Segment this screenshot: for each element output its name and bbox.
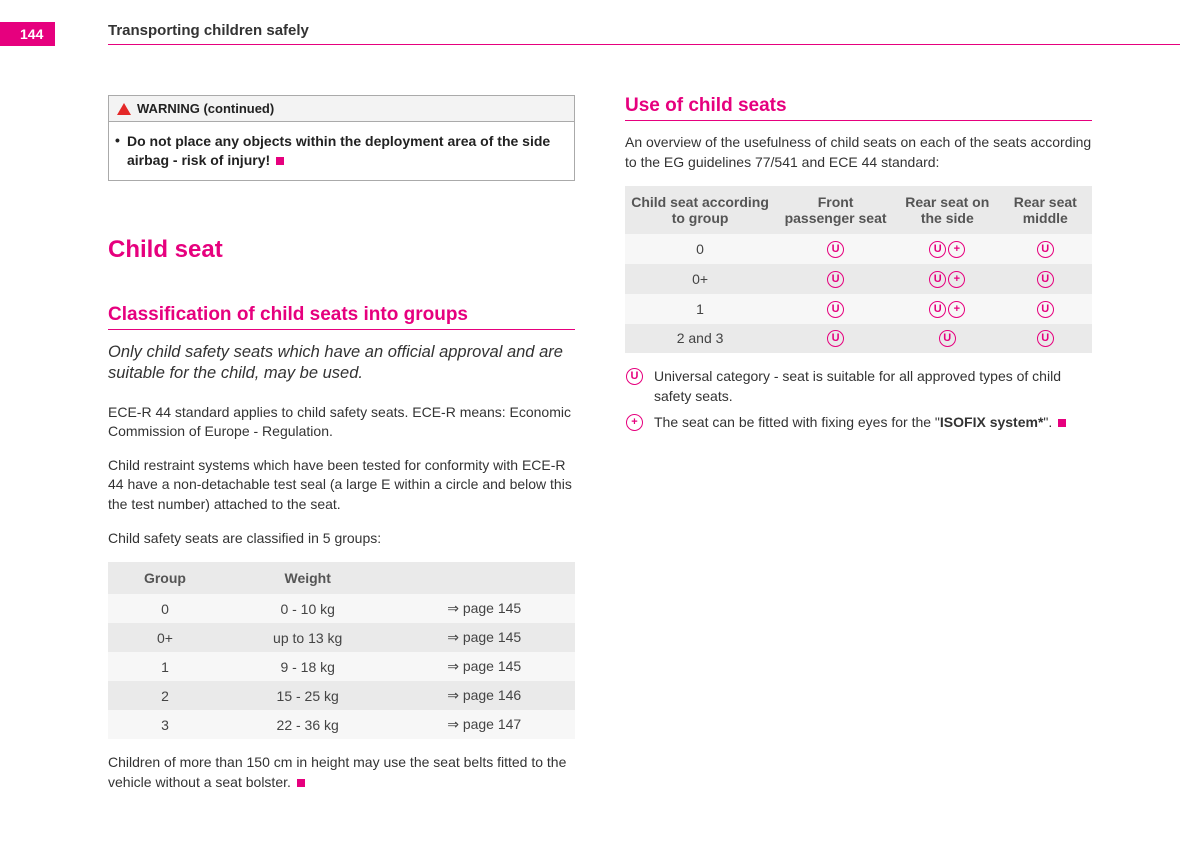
table-row: 0UU+U	[625, 234, 1092, 264]
table-cell: 1	[625, 294, 775, 324]
u-symbol-icon: U	[827, 271, 844, 288]
table-row: 1UU+U	[625, 294, 1092, 324]
legend-text-part: ".	[1043, 414, 1052, 430]
table-header: Group	[108, 562, 222, 594]
table-cell: U	[775, 264, 896, 294]
legend-text: The seat can be fitted with fixing eyes …	[654, 413, 1066, 433]
legend-row: + The seat can be fitted with fixing eye…	[625, 413, 1092, 433]
end-marker-icon	[297, 779, 305, 787]
table-cell: 0	[108, 594, 222, 623]
table-header: Rear seat middle	[999, 186, 1092, 234]
legend-text-bold: ISOFIX system*	[940, 414, 1044, 430]
subsection-title: Classification of child seats into group…	[108, 304, 575, 330]
page-link-cell[interactable]: ⇒ page 145	[393, 623, 575, 652]
u-symbol-icon: U	[1037, 271, 1054, 288]
u-symbol-icon: U	[626, 368, 643, 385]
content-columns: WARNING (continued) Do not place any obj…	[108, 95, 1092, 806]
table-cell: U	[775, 324, 896, 354]
table-cell: 9 - 18 kg	[222, 652, 394, 681]
warning-header: WARNING (continued)	[109, 96, 574, 122]
u-symbol-icon: U	[929, 271, 946, 288]
u-symbol-icon: U	[929, 301, 946, 318]
table-row: 0+up to 13 kg⇒ page 145	[108, 623, 575, 652]
warning-label: WARNING (continued)	[137, 101, 274, 116]
paragraph: Child safety seats are classified in 5 g…	[108, 529, 575, 549]
u-symbol-icon: U	[827, 301, 844, 318]
page-header: Transporting children safely	[108, 22, 1180, 45]
u-symbol-icon: U	[939, 330, 956, 347]
end-marker-icon	[1058, 419, 1066, 427]
table-cell: U+	[896, 234, 999, 264]
subsection-title: Use of child seats	[625, 95, 1092, 121]
warning-body: Do not place any objects within the depl…	[109, 122, 574, 180]
end-marker-icon	[276, 157, 284, 165]
u-symbol-icon: U	[929, 241, 946, 258]
legend-text: Universal category - seat is suitable fo…	[654, 367, 1092, 406]
table-cell: 0	[625, 234, 775, 264]
legend-row: U Universal category - seat is suitable …	[625, 367, 1092, 406]
right-column: Use of child seats An overview of the us…	[625, 95, 1092, 806]
plus-symbol-icon: +	[626, 414, 643, 431]
table-header: Weight	[222, 562, 394, 594]
warning-triangle-icon	[117, 103, 131, 115]
paragraph: Child restraint systems which have been …	[108, 456, 575, 515]
child-seat-table: Child seat according to group Front pass…	[625, 186, 1092, 353]
table-header: Rear seat on the side	[896, 186, 999, 234]
table-cell: U	[999, 264, 1092, 294]
page-link-cell[interactable]: ⇒ page 145	[393, 652, 575, 681]
table-cell: 1	[108, 652, 222, 681]
paragraph: An overview of the usefulness of child s…	[625, 133, 1092, 172]
table-row: 19 - 18 kg⇒ page 145	[108, 652, 575, 681]
paragraph: Children of more than 150 cm in height m…	[108, 753, 575, 792]
table-row: 0+UU+U	[625, 264, 1092, 294]
table-cell: U+	[896, 294, 999, 324]
plus-symbol-icon: +	[948, 301, 965, 318]
table-cell: U	[999, 234, 1092, 264]
table-cell: 2 and 3	[625, 324, 775, 354]
page-link-cell[interactable]: ⇒ page 146	[393, 681, 575, 710]
table-cell: 3	[108, 710, 222, 739]
section-title: Child seat	[108, 236, 575, 264]
table-row: 322 - 36 kg⇒ page 147	[108, 710, 575, 739]
page-link-cell[interactable]: ⇒ page 145	[393, 594, 575, 623]
u-symbol-icon: U	[1037, 330, 1054, 347]
legend-text-part: The seat can be fitted with fixing eyes …	[654, 414, 940, 430]
table-cell: 2	[108, 681, 222, 710]
lead-paragraph: Only child safety seats which have an of…	[108, 342, 575, 385]
warning-box: WARNING (continued) Do not place any obj…	[108, 95, 575, 181]
table-cell: 0+	[625, 264, 775, 294]
table-cell: U+	[896, 264, 999, 294]
table-cell: 15 - 25 kg	[222, 681, 394, 710]
u-symbol-icon: U	[1037, 301, 1054, 318]
table-cell: up to 13 kg	[222, 623, 394, 652]
u-symbol-icon: U	[1037, 241, 1054, 258]
left-column: WARNING (continued) Do not place any obj…	[108, 95, 575, 806]
table-header: Child seat according to group	[625, 186, 775, 234]
table-cell: 0+	[108, 623, 222, 652]
header-title: Transporting children safely	[108, 22, 309, 39]
table-row: 2 and 3 U U U	[625, 324, 1092, 354]
paragraph-text: Children of more than 150 cm in height m…	[108, 754, 566, 790]
page-number-badge: 144	[0, 22, 55, 46]
table-header: Front passenger seat	[775, 186, 896, 234]
table-row: 00 - 10 kg⇒ page 145	[108, 594, 575, 623]
table-header	[393, 562, 575, 594]
table-cell: U	[999, 324, 1092, 354]
u-symbol-icon: U	[827, 330, 844, 347]
table-cell: U	[896, 324, 999, 354]
table-cell: U	[775, 294, 896, 324]
paragraph: ECE-R 44 standard applies to child safet…	[108, 403, 575, 442]
plus-symbol-icon: +	[948, 271, 965, 288]
plus-symbol-icon: +	[948, 241, 965, 258]
u-symbol-icon: U	[827, 241, 844, 258]
table-cell: U	[999, 294, 1092, 324]
group-weight-table: Group Weight 00 - 10 kg⇒ page 1450+up to…	[108, 562, 575, 739]
table-cell: U	[775, 234, 896, 264]
table-cell: 22 - 36 kg	[222, 710, 394, 739]
table-cell: 0 - 10 kg	[222, 594, 394, 623]
table-row: 215 - 25 kg⇒ page 146	[108, 681, 575, 710]
page-link-cell[interactable]: ⇒ page 147	[393, 710, 575, 739]
warning-text: Do not place any objects within the depl…	[127, 133, 550, 168]
